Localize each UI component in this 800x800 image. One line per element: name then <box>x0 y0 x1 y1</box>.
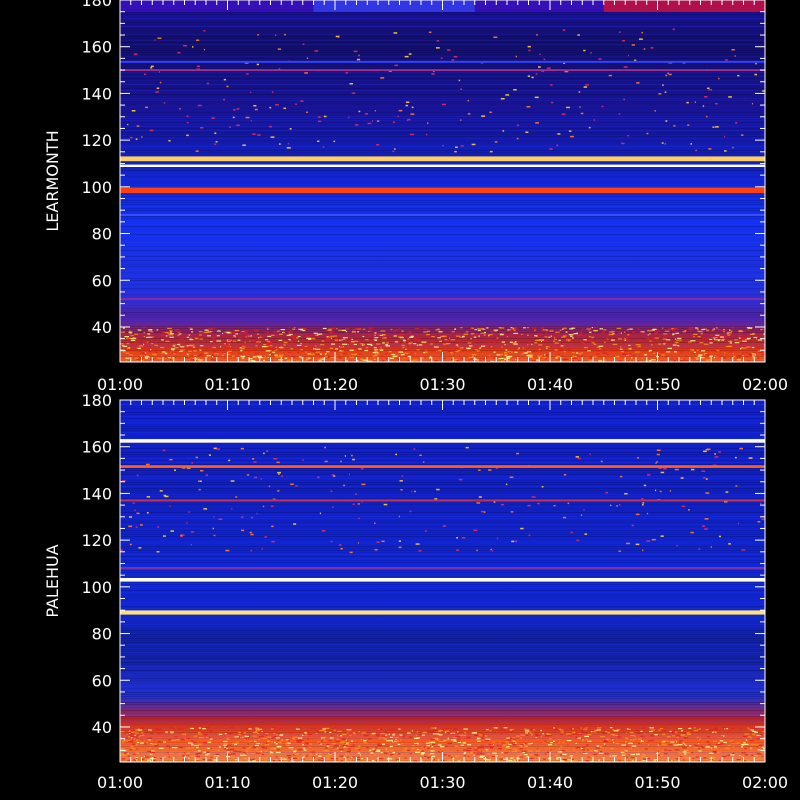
x-tick-label: 01:50 <box>634 773 680 792</box>
x-tick-label: 01:00 <box>97 773 143 792</box>
y-tick-label: 40 <box>92 718 112 737</box>
band-1 <box>120 164 765 167</box>
x-tick-label: 01:50 <box>634 375 680 394</box>
band-5 <box>120 214 765 216</box>
y-axis-title: LEARMONTH <box>43 130 62 231</box>
x-tick-label: 02:00 <box>742 773 788 792</box>
y-tick-label: 40 <box>92 318 112 337</box>
band-0 <box>120 439 765 443</box>
x-tick-label: 01:00 <box>97 375 143 394</box>
y-tick-label: 100 <box>81 178 112 197</box>
band-4 <box>120 69 765 71</box>
y-tick-label: 140 <box>81 84 112 103</box>
x-tick-label: 01:30 <box>419 773 465 792</box>
band-0 <box>120 156 765 162</box>
band-6 <box>120 714 765 717</box>
y-tick-label: 80 <box>92 625 112 644</box>
band-3 <box>120 60 765 63</box>
band-3 <box>120 578 765 582</box>
x-tick-label: 02:00 <box>742 375 788 394</box>
x-tick-label: 01:40 <box>527 773 573 792</box>
y-tick-label: 100 <box>81 578 112 597</box>
y-tick-label: 60 <box>92 671 112 690</box>
x-tick-label: 01:10 <box>204 375 250 394</box>
band-4 <box>120 567 765 570</box>
band-1 <box>120 465 765 468</box>
y-tick-label: 80 <box>92 225 112 244</box>
y-axis-title: PALEHUA <box>43 544 62 617</box>
y-tick-label: 160 <box>81 438 112 457</box>
x-tick-label: 01:40 <box>527 375 573 394</box>
y-tick-label: 180 <box>81 0 112 10</box>
x-tick-label: 01:20 <box>312 773 358 792</box>
x-tick-label: 01:20 <box>312 375 358 394</box>
spectrogram-image <box>120 400 765 762</box>
y-tick-label: 180 <box>81 391 112 410</box>
y-tick-label: 60 <box>92 271 112 290</box>
spectrogram-image <box>120 0 765 362</box>
x-tick-label: 01:10 <box>204 773 250 792</box>
band-5 <box>120 610 765 615</box>
y-tick-label: 120 <box>81 531 112 550</box>
panel-learmonth: 40 60 80 100 120 140 160 180 01:00 01:10 01:20 01:3… <box>43 0 788 394</box>
band-6 <box>120 298 765 300</box>
band-2 <box>120 499 765 502</box>
panel-palehua: 40 60 80 100 120 140 160 180 01:00 01:10 01:20 01:3… <box>43 391 788 792</box>
band-2 <box>120 187 765 193</box>
y-tick-label: 140 <box>81 484 112 503</box>
y-tick-label: 160 <box>81 38 112 57</box>
x-tick-label: 01:30 <box>419 375 465 394</box>
y-tick-label: 120 <box>81 131 112 150</box>
